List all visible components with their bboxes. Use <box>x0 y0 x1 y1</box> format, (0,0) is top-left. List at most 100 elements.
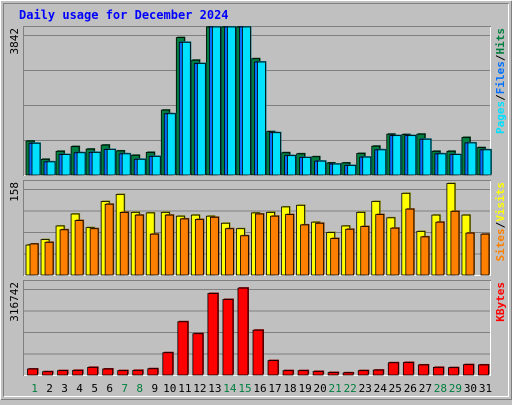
bar-face <box>448 367 459 376</box>
bar-face <box>181 41 191 176</box>
bar-sites-25 <box>390 227 400 276</box>
panel-border-highlight <box>24 281 491 376</box>
bar-pages-4 <box>76 151 87 176</box>
bar-face <box>402 362 414 376</box>
bar-kbytes-16 <box>252 329 264 376</box>
bar-kbytes-28 <box>432 366 445 376</box>
bar-face <box>196 63 206 176</box>
bar-face <box>149 233 159 276</box>
bar-sites-29 <box>450 210 460 276</box>
bar-pages-26 <box>407 134 417 176</box>
bar-kbytes-13 <box>207 292 219 376</box>
bar-face <box>194 219 204 276</box>
bar-kbytes-31 <box>478 363 490 376</box>
bar-kbytes-18 <box>282 369 295 376</box>
bar-kbytes-27 <box>417 363 430 376</box>
bar-pages-6 <box>106 148 117 176</box>
legend-entry: Pages <box>494 101 507 134</box>
panel-border-shadow <box>23 26 491 176</box>
bar-face <box>463 364 474 376</box>
bar-kbytes-26 <box>402 361 415 376</box>
bar-face <box>392 135 402 176</box>
bar-face <box>467 142 477 176</box>
bar-kbytes-25 <box>387 361 400 376</box>
panel-border-shadow <box>23 280 491 376</box>
bar-pages-8 <box>136 158 147 176</box>
bar-face <box>312 371 324 376</box>
bar-pages-2 <box>46 160 57 176</box>
bar-face <box>482 149 492 176</box>
x-tick-label: 15 <box>238 382 251 395</box>
bar-pages-3 <box>61 153 72 176</box>
bar-pages-7 <box>121 152 132 176</box>
bar-kbytes-3 <box>57 369 69 376</box>
bar-face <box>240 235 249 276</box>
bar-face <box>272 132 281 176</box>
bar-face <box>61 154 71 176</box>
bar-face <box>387 362 399 376</box>
bar-face <box>270 215 279 276</box>
bar-kbytes-14 <box>222 298 234 376</box>
x-tick-label: 17 <box>268 382 281 395</box>
y-max-label: 3842 <box>8 28 21 55</box>
x-tick-label: 25 <box>389 382 402 395</box>
bar-face <box>420 236 430 276</box>
bar-pages-15 <box>242 26 252 176</box>
bar-pages-19 <box>302 156 312 176</box>
bar-face <box>407 135 417 176</box>
bar-sites-19 <box>300 223 310 276</box>
bar-pages-10 <box>166 112 177 176</box>
bar-pages-23 <box>362 156 372 176</box>
x-tick-label: 14 <box>223 382 237 395</box>
x-tick-label: 18 <box>283 382 296 395</box>
bar-kbytes-8 <box>132 369 144 376</box>
bar-face <box>347 165 357 176</box>
x-tick-label: 27 <box>419 382 432 395</box>
bar-face <box>375 214 385 276</box>
x-tick-label: 29 <box>449 382 462 395</box>
x-tick-label: 23 <box>359 382 372 395</box>
legend-entry: Hits <box>494 28 507 55</box>
bar-pages-21 <box>332 163 342 176</box>
series-pages <box>31 26 492 176</box>
bar-sites-20 <box>315 222 325 276</box>
x-tick-label: 30 <box>464 382 477 395</box>
bar-face <box>237 287 249 376</box>
bar-face <box>147 368 159 376</box>
bar-kbytes-9 <box>147 367 159 376</box>
bar-pages-31 <box>482 148 492 176</box>
bar-face <box>162 352 174 376</box>
chart-title: Daily usage for December 2024 <box>19 8 229 22</box>
bar-face <box>332 163 342 176</box>
bar-face <box>222 299 234 376</box>
x-tick-label: 2 <box>46 382 53 395</box>
bar-face <box>450 210 460 276</box>
bar-kbytes-5 <box>87 366 99 376</box>
bar-face <box>478 364 489 376</box>
legend: Pages/Files/Hits <box>494 28 507 134</box>
bar-pages-28 <box>437 152 447 176</box>
bar-sites-24 <box>375 213 385 276</box>
bar-sites-26 <box>405 208 415 276</box>
bar-face <box>119 212 129 276</box>
bar-pages-20 <box>317 160 327 176</box>
x-tick-label: 5 <box>91 382 98 395</box>
series-kbytes <box>27 287 490 376</box>
x-tick-label: 24 <box>374 382 388 395</box>
bar-sites-14 <box>225 227 235 276</box>
bar-sites-2 <box>44 241 55 276</box>
bar-kbytes-29 <box>448 366 460 376</box>
bar-sites-3 <box>59 228 70 276</box>
bar-pages-27 <box>422 138 432 176</box>
frame-inner-shadow <box>3 3 509 397</box>
bar-face <box>360 226 370 276</box>
bar-face <box>132 369 144 376</box>
bar-sites-13 <box>209 216 220 276</box>
bar-face <box>117 370 129 376</box>
bar-face <box>285 214 294 276</box>
x-tick-label: 3 <box>61 382 68 395</box>
legend-entry: / <box>494 94 507 101</box>
bar-face <box>330 238 340 276</box>
